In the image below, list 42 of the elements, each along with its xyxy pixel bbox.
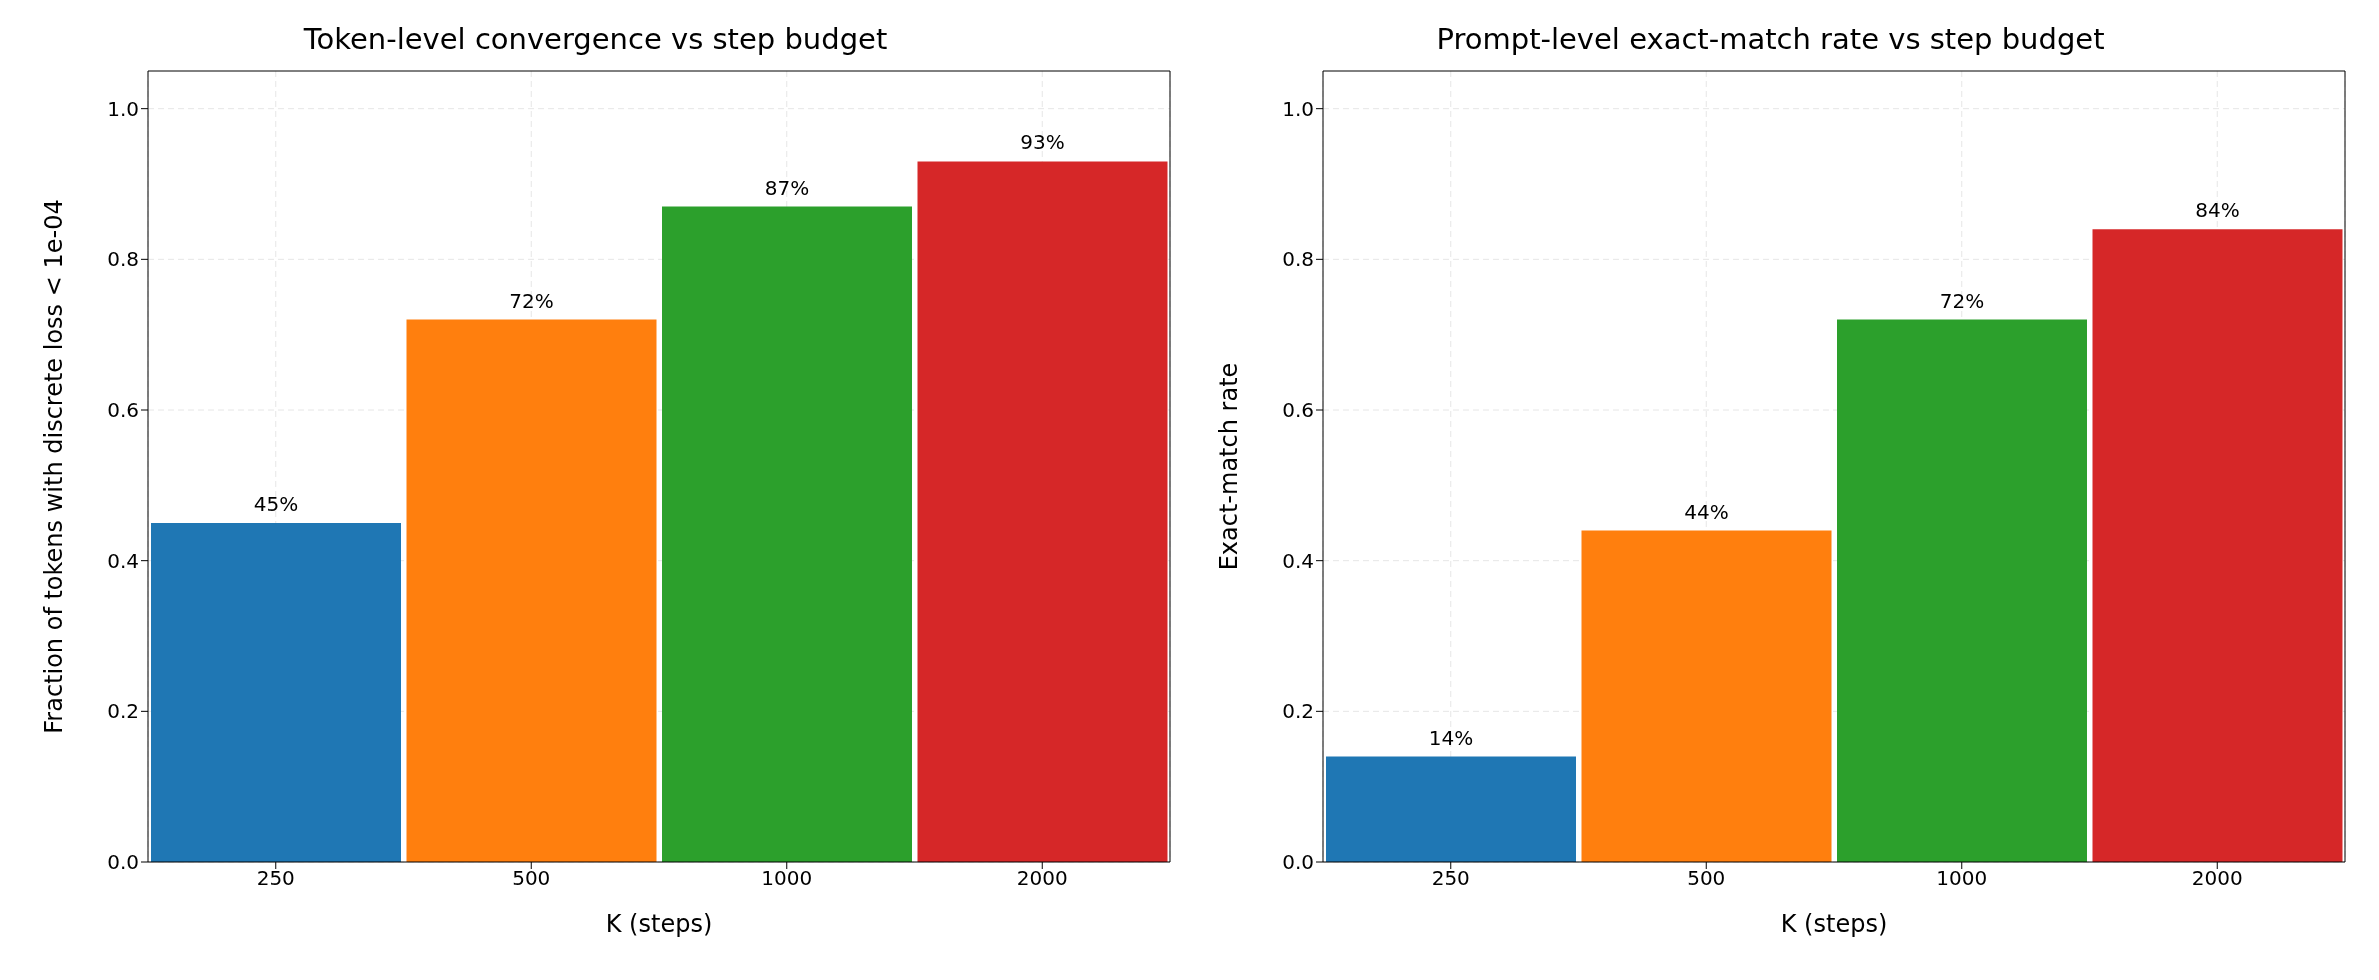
bar [1326, 756, 1576, 862]
bar [662, 206, 912, 862]
x-axis-title: K (steps) [605, 910, 713, 938]
data-label: 44% [1684, 499, 1729, 524]
data-label: 14% [1428, 725, 1474, 750]
y-tick-label: 0.0 [107, 850, 139, 875]
x-tick-label: 2000 [1016, 866, 1068, 891]
x-tick-label: 500 [1687, 866, 1726, 891]
bar [917, 161, 1168, 862]
bar [406, 319, 657, 862]
bar [151, 523, 401, 862]
y-tick-label: 0.4 [1282, 548, 1314, 573]
x-axis-title: K (steps) [1780, 910, 1888, 938]
data-label: 84% [2195, 198, 2240, 223]
y-tick-label: 0.0 [1282, 850, 1314, 875]
x-tick-label: 250 [1431, 866, 1470, 891]
y-tick-label: 0.8 [1282, 247, 1314, 272]
bar [1837, 319, 2087, 862]
data-label: 45% [253, 492, 299, 516]
data-label: 87% [764, 175, 810, 200]
y-tick-label: 0.2 [107, 699, 139, 724]
bar [1581, 530, 1832, 862]
x-tick-label: 2000 [2191, 866, 2243, 891]
y-axis-title: Exact-match rate [1214, 362, 1243, 571]
chart-title: Prompt-level exact-match rate vs step budget [1435, 21, 2106, 58]
y-tick-label: 0.8 [107, 247, 139, 272]
data-label: 93% [1020, 130, 1065, 155]
y-tick-label: 1.0 [1282, 96, 1314, 121]
bar [2092, 229, 2343, 862]
y-tick-label: 0.6 [107, 398, 139, 423]
y-tick-label: 0.2 [1282, 699, 1314, 724]
x-tick-label: 250 [256, 866, 295, 891]
data-label: 72% [509, 288, 554, 313]
y-tick-label: 0.4 [107, 548, 139, 573]
y-tick-label: 0.6 [1282, 398, 1314, 423]
chart-title: Token-level convergence vs step budget [302, 21, 889, 58]
x-tick-label: 1000 [1936, 866, 1988, 891]
y-axis-title: Fraction of tokens with discrete loss < 1e-04 [39, 199, 68, 734]
x-tick-label: 500 [512, 866, 551, 891]
y-tick-label: 1.0 [107, 96, 139, 121]
data-label: 72% [1939, 288, 1985, 313]
x-tick-label: 1000 [761, 866, 813, 891]
